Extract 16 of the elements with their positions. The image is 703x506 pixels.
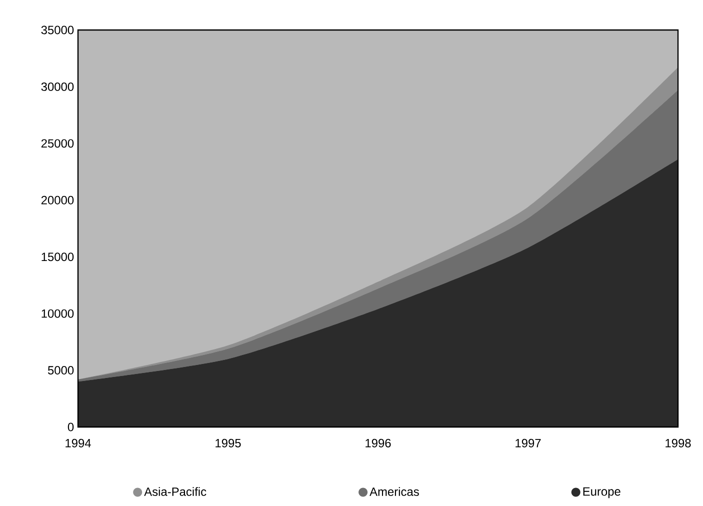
y-tick-label: 35000	[41, 26, 74, 34]
y-tick-label: 5000	[48, 366, 74, 375]
y-tick-label: 10000	[42, 309, 74, 318]
y-tick-label: 30000	[41, 82, 74, 91]
x-tick-label: 1998	[666, 438, 691, 448]
x-tick-label: 1997	[516, 438, 541, 448]
x-tick-label: 1995	[216, 438, 241, 448]
legend-label: Americas	[370, 487, 419, 496]
legend-label: Asia-Pacific	[144, 487, 206, 496]
y-tick-label: 25000	[41, 139, 74, 148]
legend-label: Europe	[583, 487, 620, 498]
y-tick-label: 20000	[41, 196, 74, 204]
x-tick-label: 1996	[366, 438, 391, 448]
x-tick-label: 1994	[66, 438, 91, 448]
y-tick-label: 15000	[42, 252, 74, 262]
y-tick-label: 0	[68, 422, 74, 432]
